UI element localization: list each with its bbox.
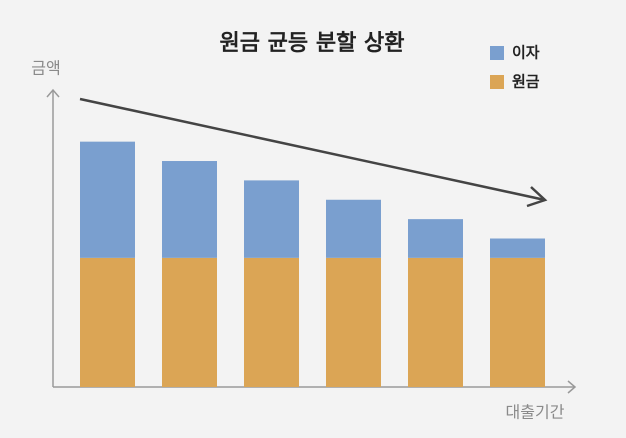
bar-segment — [490, 257, 545, 387]
chart-title: 원금 균등 분할 상환 — [220, 31, 405, 56]
trend-line — [79, 97, 546, 202]
plot — [80, 141, 545, 387]
bar-segment — [162, 161, 217, 258]
legend-label: 원금 — [512, 73, 540, 91]
x-axis-arrow — [567, 380, 577, 394]
x-axis-label: 대출기간 — [506, 403, 565, 422]
bar-segment — [326, 257, 381, 387]
legend-swatch — [490, 75, 504, 89]
legend-label: 이자 — [512, 44, 540, 62]
bar-segment — [490, 238, 545, 258]
y-axis-arrow — [46, 88, 60, 98]
axes — [46, 88, 577, 394]
trend-arrow — [79, 97, 548, 208]
bar-segment — [80, 257, 135, 387]
bar-segment — [408, 257, 463, 387]
legend-swatch — [490, 46, 504, 60]
bar-segment — [244, 257, 299, 387]
bar-segment — [408, 219, 463, 258]
bar-segment — [80, 141, 135, 258]
trend-arrowhead — [526, 186, 548, 208]
bar-segment — [244, 180, 299, 258]
bar-segment — [162, 257, 217, 387]
y-axis-label: 금액 — [31, 59, 60, 78]
bar-segment — [326, 199, 381, 258]
